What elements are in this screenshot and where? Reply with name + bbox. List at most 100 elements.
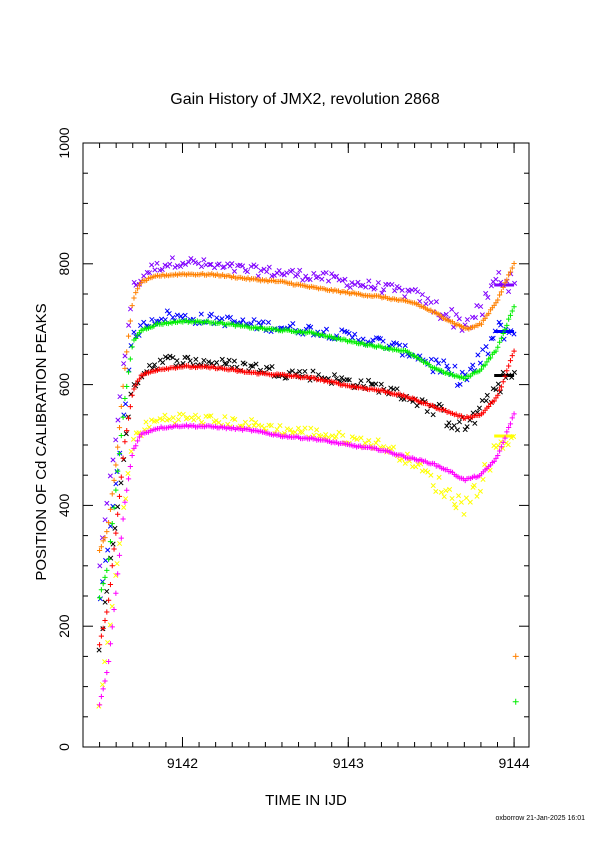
- data-point: [493, 300, 499, 306]
- data-point: [493, 455, 499, 461]
- data-point: [452, 501, 458, 507]
- data-point: [495, 443, 501, 449]
- data-point: [366, 438, 372, 444]
- x-tick-label: 9142: [167, 755, 198, 771]
- data-point: [485, 351, 491, 357]
- data-point: [502, 280, 508, 286]
- data-point: [390, 444, 397, 450]
- data-point: [256, 320, 262, 326]
- data-point: [402, 460, 408, 466]
- data-point: [355, 279, 361, 285]
- data-point: [476, 405, 482, 411]
- data-point: [162, 412, 168, 418]
- smooth-series: [96, 411, 517, 708]
- data-point: [496, 269, 502, 275]
- data-point: [441, 494, 447, 500]
- x-tick-labels: 9142 9143 9144: [167, 755, 530, 771]
- data-point: [323, 270, 329, 276]
- data-point: [288, 427, 294, 433]
- data-point: [100, 581, 106, 587]
- data-point: [106, 658, 112, 665]
- data-point: [111, 546, 117, 552]
- data-point: [175, 417, 182, 423]
- data-point: [396, 285, 402, 291]
- data-point: [428, 299, 434, 305]
- data-point: [105, 547, 111, 553]
- data-point: [451, 423, 457, 429]
- data-point: [307, 276, 313, 283]
- data-point: [397, 342, 403, 348]
- data-point: [126, 322, 132, 328]
- x-axis-label: TIME IN IJD: [265, 792, 347, 809]
- data-point: [264, 269, 270, 275]
- data-point: [111, 477, 117, 483]
- data-point: [446, 420, 452, 426]
- data-point: [443, 311, 449, 317]
- data-point: [406, 288, 412, 294]
- data-point: [483, 290, 489, 296]
- data-point: [122, 395, 128, 402]
- data-point: [106, 597, 112, 603]
- data-point: [333, 273, 340, 279]
- data-point: [268, 422, 274, 429]
- data-point: [97, 563, 103, 569]
- data-point: [131, 279, 137, 285]
- data-point: [454, 382, 460, 389]
- data-point: [311, 270, 317, 277]
- data-point: [115, 444, 121, 450]
- data-point: [180, 411, 186, 417]
- data-point: [344, 283, 350, 289]
- data-point: [99, 535, 105, 541]
- data-point: [423, 301, 429, 307]
- data-point: [496, 387, 503, 393]
- data-point: [352, 331, 358, 337]
- data-point: [253, 264, 259, 270]
- data-point: [265, 319, 271, 325]
- data-point: [415, 289, 421, 295]
- data-point: [274, 426, 280, 432]
- data-point: [365, 377, 372, 383]
- data-point: [467, 499, 473, 505]
- data-point: [493, 387, 499, 393]
- data-point: [196, 415, 202, 421]
- data-point: [495, 381, 501, 387]
- data-point: [389, 281, 395, 288]
- data-point: [130, 436, 137, 442]
- data-point: [129, 392, 135, 398]
- data-point: [125, 415, 132, 421]
- data-point: [201, 257, 207, 263]
- data-point: [231, 268, 238, 274]
- x-tick-label: 9143: [333, 755, 364, 771]
- data-point: [122, 439, 128, 445]
- data-point: [380, 338, 386, 344]
- data-point: [290, 321, 296, 327]
- data-point: [111, 606, 117, 613]
- data-point: [159, 266, 165, 273]
- data-point: [198, 311, 204, 317]
- data-point: [496, 292, 503, 298]
- data-point: [362, 440, 368, 446]
- data-point: [127, 356, 133, 362]
- data-point: [299, 429, 305, 435]
- data-point: [478, 366, 485, 372]
- plot-marks: [96, 255, 519, 709]
- data-point: [133, 443, 139, 449]
- data-point: [292, 429, 298, 435]
- data-point: [495, 297, 501, 303]
- data-point: [102, 517, 108, 523]
- data-point: [493, 348, 499, 354]
- data-point: [449, 495, 455, 502]
- data-point: [102, 678, 108, 684]
- data-point: [224, 361, 230, 367]
- data-point: [116, 493, 123, 500]
- data-point: [113, 437, 119, 443]
- data-point: [397, 457, 403, 463]
- data-point: [308, 425, 314, 431]
- data-point: [444, 363, 450, 369]
- data-point: [102, 599, 108, 605]
- data-point: [491, 398, 497, 404]
- data-point: [174, 358, 180, 364]
- data-point: [399, 287, 405, 293]
- data-point: [96, 547, 103, 554]
- data-point: [375, 437, 381, 443]
